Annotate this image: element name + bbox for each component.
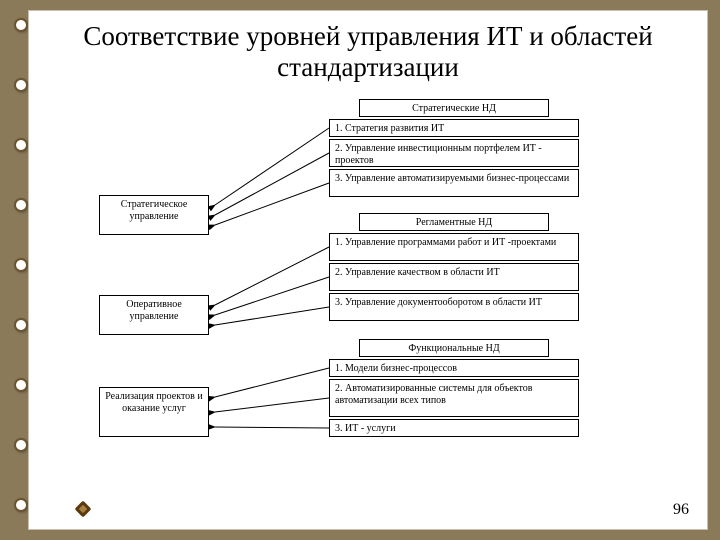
- left-box-projects-services: Реализация проектов и оказание услуг: [99, 387, 209, 437]
- group-item-strategic-nd-1: 1. Стратегия развития ИТ: [329, 119, 579, 137]
- group-item-strategic-nd-2: 2. Управление инвестиционным портфелем И…: [329, 139, 579, 167]
- group-header-functional-nd: Функциональные НД: [359, 339, 549, 357]
- diagram-area: Стратегическое управление Оперативное упр…: [99, 99, 689, 519]
- group-item-functional-nd-3: 3. ИТ - услуги: [329, 419, 579, 437]
- slide-frame: Соответствие уровней управления ИТ и обл…: [28, 10, 708, 530]
- group-header-reglament-nd: Регламентные НД: [359, 213, 549, 231]
- slide-bullet-icon: [75, 501, 92, 518]
- group-item-reglament-nd-3: 3. Управление документооборотом в област…: [329, 293, 579, 321]
- slide-title: Соответствие уровней управления ИТ и обл…: [29, 11, 707, 89]
- group-item-reglament-nd-1: 1. Управление программами работ и ИТ -пр…: [329, 233, 579, 261]
- group-item-reglament-nd-2: 2. Управление качеством в области ИТ: [329, 263, 579, 291]
- spiral-binding: [8, 18, 28, 512]
- page-number: 96: [673, 501, 689, 519]
- group-header-strategic-nd: Стратегические НД: [359, 99, 549, 117]
- group-item-functional-nd-2: 2. Автоматизированные системы для объект…: [329, 379, 579, 417]
- left-box-operational-mgmt: Оперативное управление: [99, 295, 209, 335]
- group-item-functional-nd-1: 1. Модели бизнес-процессов: [329, 359, 579, 377]
- group-item-strategic-nd-3: 3. Управление автоматизируемыми бизнес-п…: [329, 169, 579, 197]
- left-box-strategic-mgmt: Стратегическое управление: [99, 195, 209, 235]
